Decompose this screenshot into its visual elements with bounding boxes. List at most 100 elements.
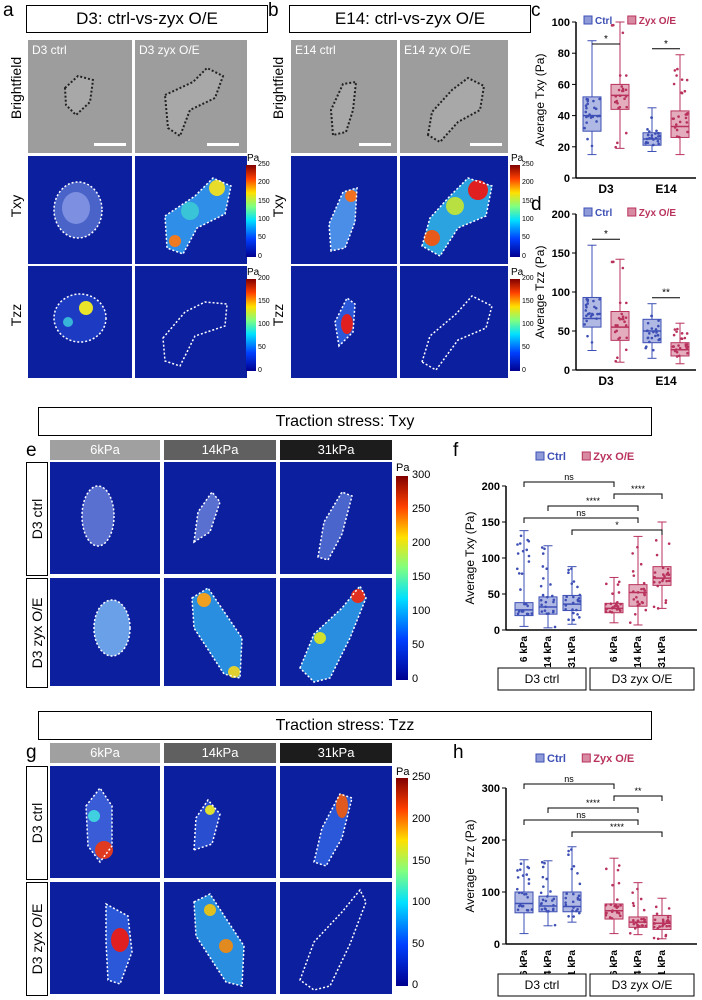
data-point — [617, 911, 621, 915]
x-tick-label: D3 — [598, 374, 614, 388]
txy-heatmap-31kpa-zyx — [280, 578, 392, 686]
data-point — [571, 900, 575, 904]
data-point — [542, 577, 545, 580]
tzz-heatmap-e14-zyx — [400, 266, 508, 378]
significance-label: **** — [586, 798, 601, 808]
colorbar-tick-label: 200 — [522, 274, 534, 282]
data-point — [611, 883, 614, 887]
colorbar-unit: Pa — [396, 462, 410, 474]
data-point — [596, 312, 599, 316]
data-point — [576, 613, 579, 616]
data-point — [664, 601, 668, 605]
data-point — [605, 582, 608, 586]
colorbar-unit: Pa — [247, 267, 260, 278]
data-point — [527, 878, 531, 881]
data-point — [516, 869, 519, 872]
y-axis-label: Average Tzz (Pa) — [533, 246, 547, 339]
data-point — [583, 126, 586, 130]
y-axis-label: Average Txy (Pa) — [533, 54, 547, 147]
data-point — [636, 919, 640, 922]
data-point — [624, 131, 628, 135]
data-point — [525, 873, 529, 876]
data-point — [657, 142, 660, 146]
data-point — [621, 31, 625, 35]
colorbar-unit: Pa — [247, 153, 260, 164]
data-point — [526, 604, 529, 608]
data-point — [575, 909, 578, 913]
data-point — [675, 135, 679, 138]
data-point — [590, 144, 594, 148]
data-point — [658, 925, 661, 928]
data-point — [609, 903, 613, 906]
y-tick-label: 300 — [482, 783, 500, 795]
row-label-txy-a: Txy — [8, 194, 24, 218]
colorbar-tick-label: 0 — [412, 979, 419, 992]
data-point — [652, 580, 656, 584]
data-point — [672, 345, 676, 348]
data-point — [686, 130, 689, 134]
colorbar-tick-label: 50 — [258, 343, 266, 351]
brightfield-image-d3-zyx: D3 zyx O/E — [135, 40, 247, 153]
data-point — [665, 579, 668, 583]
data-point — [617, 864, 621, 867]
data-point — [516, 543, 519, 546]
data-point — [619, 609, 622, 612]
data-point — [650, 314, 654, 318]
data-point — [633, 927, 637, 930]
txy-heatmap-d3-zyx — [135, 156, 247, 264]
data-point — [567, 849, 570, 853]
data-point — [639, 562, 643, 566]
data-point — [540, 603, 543, 607]
substrate-31kpa: 31kPa — [280, 743, 392, 763]
significance-label: ns — [564, 774, 574, 784]
x-tick-label: 6 kPa — [609, 636, 620, 663]
substrate-14kpa: 14kPa — [164, 440, 276, 460]
data-point — [616, 868, 620, 872]
legend-label-ctrl: Ctrl — [595, 208, 612, 219]
data-point — [567, 618, 570, 622]
data-point — [646, 321, 650, 325]
data-point — [653, 922, 657, 925]
data-point — [644, 608, 648, 612]
y-tick-label: 200 — [482, 835, 500, 847]
data-point — [678, 120, 682, 124]
data-point — [639, 897, 643, 901]
data-point — [546, 895, 549, 898]
data-point — [519, 903, 522, 907]
data-point — [641, 601, 645, 605]
data-point — [623, 320, 626, 324]
data-point — [618, 301, 622, 305]
caption-e14-zyx: E14 zyx O/E — [404, 43, 471, 57]
data-point — [683, 89, 687, 93]
data-point — [685, 343, 689, 346]
chart-f: 0 50 100 150 200 Average Txy (Pa) Ctrl Zyx O/E 6… — [463, 451, 697, 691]
legend-swatch-ctrl — [535, 753, 545, 763]
data-point — [661, 577, 665, 581]
x-tick-label: 31 kPa — [567, 950, 578, 982]
y-tick-label: 150 — [552, 248, 570, 260]
legend-label-ctrl: Ctrl — [595, 16, 612, 27]
data-point — [565, 595, 568, 599]
data-point — [616, 324, 619, 327]
colorbar-unit: Pa — [511, 153, 524, 164]
colorbar-b-tzz — [510, 279, 520, 371]
txy-heatmap-14kpa-ctrl — [164, 462, 276, 574]
data-point — [686, 351, 689, 355]
colorbar-tick-label: 150 — [258, 197, 270, 205]
data-point — [524, 892, 528, 896]
data-point — [515, 567, 519, 571]
brightfield-image-e14-zyx: E14 zyx O/E — [400, 40, 508, 153]
legend-swatch-zyx — [627, 207, 637, 217]
txy-heatmap-6kpa-ctrl — [50, 462, 160, 574]
y-axis-label: Average Txy (Pa) — [463, 512, 477, 605]
data-point — [676, 67, 679, 71]
data-point — [617, 580, 621, 584]
data-point — [570, 867, 574, 871]
data-point — [667, 542, 671, 545]
data-point — [567, 571, 570, 575]
data-point — [515, 887, 519, 891]
data-point — [632, 904, 636, 907]
data-point — [636, 545, 639, 549]
significance-label: ns — [564, 472, 574, 482]
data-point — [663, 575, 666, 578]
